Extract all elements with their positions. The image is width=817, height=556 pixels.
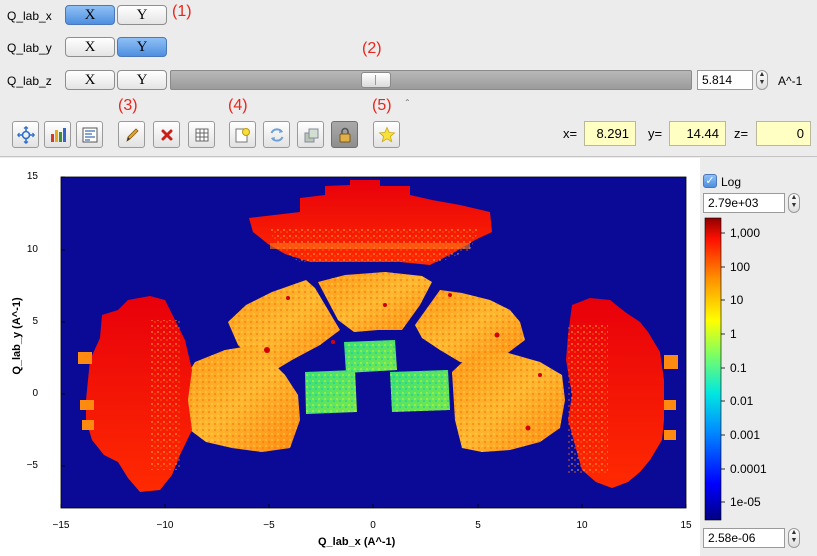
annotation-1: (1) [172, 3, 192, 20]
y-tick-label: −5 [26, 460, 38, 471]
slice-value-field[interactable]: 5.814 [697, 70, 753, 90]
log-checkbox[interactable]: ✓ [703, 174, 717, 188]
toolbar-overflow-icon[interactable]: ⌃ [404, 98, 411, 107]
coord-x-label: x= [563, 126, 578, 141]
heatmap-image [78, 180, 678, 492]
y-tick-label: 5 [32, 316, 38, 327]
y-tick-label: 0 [32, 388, 38, 399]
coord-z-label: z= [734, 126, 749, 141]
colorbar [704, 217, 722, 521]
dim-z-y-button[interactable]: Y [117, 70, 167, 90]
x-tick-label: 15 [680, 520, 692, 531]
coord-y-label: y= [648, 126, 663, 141]
refresh-button[interactable] [263, 121, 290, 148]
pencil-button[interactable] [118, 121, 145, 148]
delete-button[interactable] [153, 121, 180, 148]
log-label: Log [721, 175, 742, 189]
x-axis [60, 504, 687, 508]
x-tick-label: −15 [52, 520, 70, 531]
colorbar-tick-label: 0.001 [730, 428, 761, 442]
dim-x-x-button[interactable]: X [65, 5, 115, 25]
zoom-fit-button[interactable] [12, 121, 39, 148]
pencil-icon [125, 127, 139, 142]
colorbar-min-field[interactable]: 2.58e-06 [703, 528, 785, 548]
highlight-button[interactable] [229, 121, 256, 148]
zoom-fit-icon [16, 125, 35, 144]
rebin-button[interactable] [297, 121, 324, 148]
delete-icon [161, 129, 172, 140]
lock-button[interactable] [331, 121, 358, 148]
colorbar-tick-label: 10 [730, 293, 744, 307]
colorbar-tick-label: 1 [730, 327, 737, 341]
colorbar-tick-label: 0.01 [730, 394, 754, 408]
dimension-label-x: Q_lab_x [7, 9, 52, 23]
colorbar-tick-label: 0.0001 [730, 462, 767, 476]
grid-button[interactable] [188, 121, 215, 148]
lightbulb-icon [235, 127, 250, 142]
annotation-2: (2) [362, 40, 382, 57]
colorbar-max-field[interactable]: 2.79e+03 [703, 193, 785, 213]
x-axis-label: Q_lab_x (A^-1) [318, 536, 396, 548]
x-tick-label: 0 [370, 520, 376, 531]
dim-y-x-button[interactable]: X [65, 37, 115, 57]
colorbar-tick-label: 0.1 [730, 361, 747, 375]
star-button[interactable] [373, 121, 400, 148]
colorbar-min-stepper[interactable]: ▲ ▼ [788, 528, 800, 548]
color-palette-button[interactable] [44, 121, 71, 148]
slice-slider-handle[interactable] [361, 72, 391, 88]
x-tick-label: −5 [263, 520, 275, 531]
slice-unit: A^-1 [778, 74, 803, 88]
slice-stepper[interactable]: ▲ ▼ [756, 70, 768, 90]
dim-y-y-button[interactable]: Y [117, 37, 167, 57]
rebin-icon [304, 128, 318, 142]
dimension-label-y: Q_lab_y [7, 41, 52, 55]
colorbar-max-stepper[interactable]: ▲ ▼ [788, 193, 800, 213]
colorbar-tick-label: 1,000 [730, 226, 761, 240]
colorbar-tick-label: 100 [730, 260, 751, 274]
x-tick-label: −10 [156, 520, 174, 531]
colorbar-ticks [721, 232, 725, 503]
y-axis-label: Q_lab_y (A^-1) [11, 297, 23, 375]
coord-z-value: 0 [756, 121, 811, 146]
x-tick-label: 10 [576, 520, 588, 531]
annotation-5: (5) [372, 97, 392, 114]
y-tick-label: 15 [26, 171, 38, 182]
dim-x-y-button[interactable]: Y [117, 5, 167, 25]
line-cut-icon [82, 127, 97, 142]
grid-icon [195, 128, 208, 141]
slice-slider[interactable] [170, 70, 692, 90]
separator [0, 156, 817, 157]
y-axis [61, 176, 65, 467]
coord-x-value: 8.291 [584, 121, 636, 146]
colorbar-tick-label: 1e-05 [730, 495, 761, 509]
y-tick-label: 10 [26, 244, 38, 255]
lock-icon [339, 127, 350, 142]
line-cut-button[interactable] [76, 121, 103, 148]
coord-y-value: 14.44 [669, 121, 726, 146]
dim-z-x-button[interactable]: X [65, 70, 115, 90]
annotation-3: (3) [118, 97, 138, 114]
x-tick-label: 5 [475, 520, 481, 531]
color-palette-icon [50, 127, 66, 142]
annotation-4: (4) [228, 97, 248, 114]
star-icon [377, 126, 396, 142]
refresh-icon [270, 127, 283, 142]
dimension-label-z: Q_lab_z [7, 74, 52, 88]
